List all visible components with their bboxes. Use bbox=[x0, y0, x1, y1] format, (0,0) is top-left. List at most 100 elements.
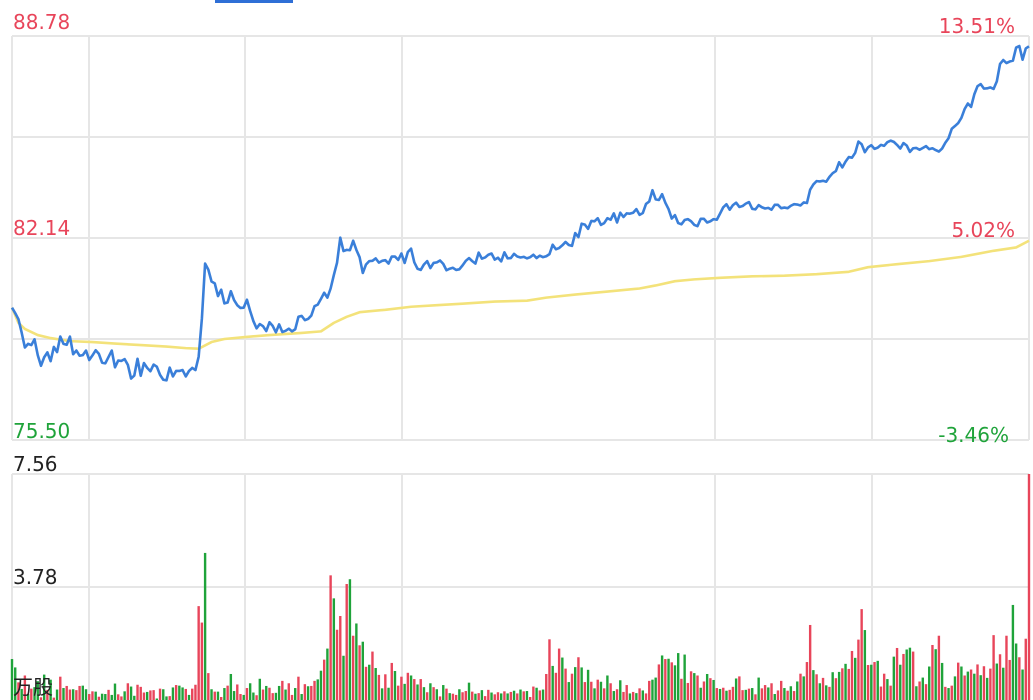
mid-price-label: 82.14 bbox=[13, 216, 71, 240]
volume-bar bbox=[1011, 604, 1015, 700]
volume-bar bbox=[287, 683, 290, 700]
volume-bar bbox=[554, 672, 558, 700]
volume-bar bbox=[104, 694, 107, 700]
volume-bar bbox=[606, 675, 609, 700]
volume-bar bbox=[557, 648, 561, 700]
volume-bar bbox=[36, 681, 39, 700]
volume-bar bbox=[42, 674, 46, 700]
volume-bar bbox=[892, 656, 896, 700]
volume-bar bbox=[680, 678, 683, 700]
volume-bar bbox=[718, 688, 722, 700]
volume-bar bbox=[464, 691, 467, 700]
volume-bar bbox=[648, 680, 651, 700]
volume-bar bbox=[574, 667, 577, 700]
volume-bar bbox=[947, 688, 950, 700]
volume-bar bbox=[55, 689, 59, 700]
volume-bar bbox=[899, 664, 902, 700]
volume-bar bbox=[62, 688, 65, 700]
volume-bar bbox=[693, 673, 696, 700]
volume-bar bbox=[416, 684, 419, 700]
volume-bars bbox=[10, 474, 1031, 700]
volume-bar bbox=[438, 696, 442, 700]
volume-bar bbox=[779, 680, 783, 700]
volume-bar bbox=[306, 686, 310, 700]
volume-bar bbox=[313, 680, 316, 700]
volume-bar bbox=[715, 688, 719, 700]
volume-bar bbox=[599, 681, 603, 700]
volume-bar bbox=[586, 669, 590, 700]
volume-bar bbox=[322, 659, 326, 700]
volume-bar bbox=[14, 667, 17, 700]
volume-bar bbox=[760, 688, 764, 700]
volume-bar bbox=[223, 688, 226, 700]
volume-bar bbox=[834, 678, 838, 700]
volume-bar bbox=[512, 690, 516, 700]
volume-bar bbox=[879, 686, 883, 700]
volume-bar bbox=[976, 664, 979, 700]
volume-bar bbox=[78, 685, 81, 700]
volume-bar bbox=[361, 641, 364, 700]
volume-bar bbox=[689, 671, 693, 700]
volume-bar bbox=[992, 635, 995, 700]
volume-bar bbox=[100, 693, 104, 700]
volume-bar bbox=[406, 672, 410, 700]
volume-bar bbox=[284, 689, 287, 700]
volume-bar bbox=[445, 688, 448, 700]
volume-bar bbox=[911, 651, 915, 700]
volume-bar bbox=[409, 675, 413, 700]
volume-bar bbox=[68, 689, 72, 700]
volume-bar bbox=[139, 686, 142, 700]
volume-bar bbox=[564, 668, 567, 700]
volume-bar bbox=[364, 666, 368, 700]
volume-bar bbox=[657, 664, 661, 700]
volume-bar bbox=[1018, 657, 1021, 700]
volume-bar bbox=[46, 689, 49, 700]
volume-bar bbox=[480, 690, 484, 700]
volume-bar bbox=[979, 675, 982, 700]
volume-bar bbox=[413, 679, 416, 700]
volume-bar bbox=[789, 686, 793, 700]
volume-bar bbox=[519, 689, 522, 700]
volume-bar bbox=[374, 668, 377, 700]
volume-bar bbox=[577, 657, 580, 700]
volume-bar bbox=[165, 696, 168, 700]
volume-bar bbox=[503, 691, 506, 700]
volume-bar bbox=[705, 673, 709, 700]
volume-bar bbox=[384, 674, 387, 700]
volume-bar bbox=[1021, 669, 1024, 700]
volume-bar bbox=[75, 690, 78, 700]
volume-bar bbox=[506, 693, 509, 700]
volume-bar bbox=[702, 681, 706, 700]
volume-bar bbox=[387, 687, 390, 700]
volume-bar bbox=[660, 655, 664, 700]
volume-bar bbox=[792, 691, 796, 700]
min-price-label: 75.50 bbox=[13, 419, 71, 443]
volume-bar bbox=[619, 680, 622, 700]
volume-bar bbox=[419, 679, 422, 700]
volume-bar bbox=[149, 690, 152, 700]
volume-bar bbox=[673, 665, 677, 700]
volume-bar bbox=[271, 693, 274, 700]
volume-bar bbox=[796, 681, 799, 700]
volume-bar bbox=[725, 690, 728, 700]
volume-bar bbox=[876, 660, 879, 700]
volume-bar bbox=[496, 692, 500, 700]
volume-bar bbox=[532, 686, 535, 700]
volume-bar bbox=[432, 687, 435, 700]
volume-bar bbox=[1024, 638, 1027, 700]
volume-bar bbox=[744, 689, 747, 700]
volume-bar bbox=[88, 694, 91, 700]
volume-bar bbox=[612, 691, 616, 700]
volume-bar bbox=[567, 682, 570, 700]
volume-bar bbox=[181, 687, 184, 700]
max-pct-label: 13.51% bbox=[938, 14, 1015, 38]
volume-bar bbox=[767, 687, 770, 700]
volume-bar bbox=[252, 692, 255, 700]
volume-unit-label: 万股 bbox=[13, 675, 53, 699]
volume-bar bbox=[290, 694, 294, 700]
volume-bar bbox=[953, 676, 957, 700]
average-price-line bbox=[10, 239, 1030, 351]
volume-bar bbox=[319, 670, 323, 700]
volume-bar bbox=[963, 675, 966, 700]
